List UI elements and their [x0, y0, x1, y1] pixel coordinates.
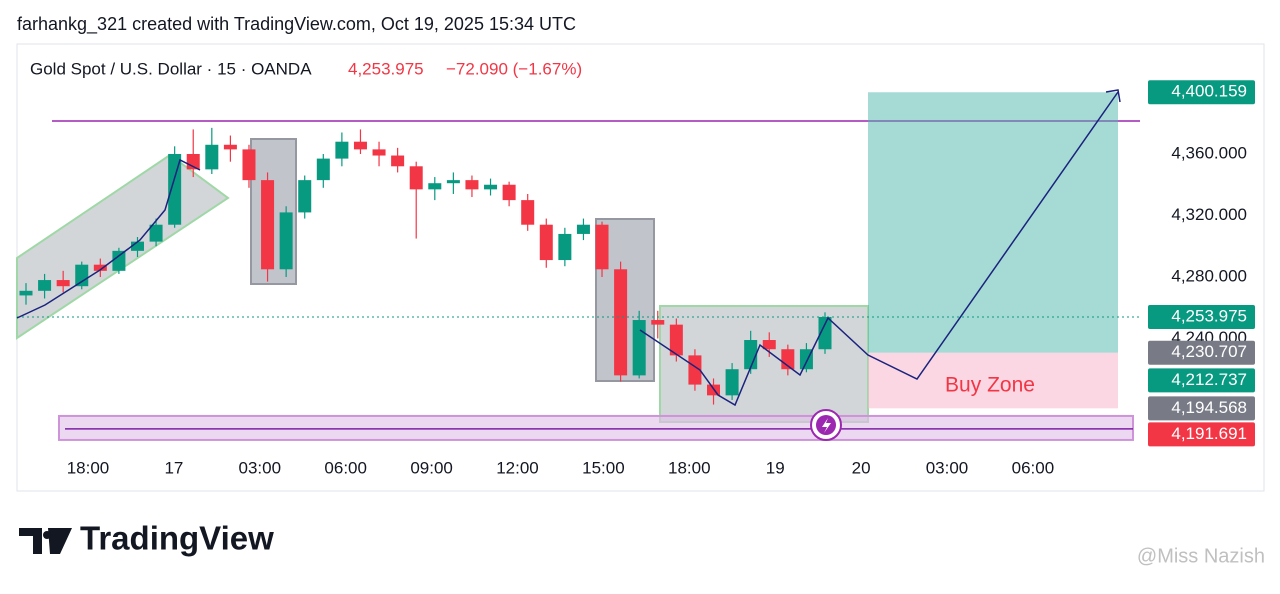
target-zone — [868, 92, 1118, 353]
candle-body — [409, 166, 423, 190]
candle-body — [669, 324, 683, 356]
candle-body — [391, 155, 405, 167]
logo — [19, 528, 72, 554]
candle-body — [130, 241, 144, 251]
candle-body — [38, 280, 52, 291]
candle-body — [335, 141, 349, 159]
x-tick-label: 20 — [852, 458, 871, 477]
candle-body — [762, 340, 776, 350]
candle-body — [149, 224, 163, 242]
candle-body — [261, 180, 275, 270]
candle-body — [205, 144, 219, 170]
candle-body — [298, 180, 312, 213]
candle-body — [168, 153, 182, 225]
candle-body — [93, 264, 107, 271]
candle-body — [112, 250, 126, 271]
price-label: 4,400.159 — [1171, 82, 1247, 101]
y-tick-label: 4,280.000 — [1171, 266, 1247, 285]
price-label: 4,230.707 — [1171, 342, 1247, 361]
candle-body — [744, 340, 758, 370]
price-label-box — [1148, 396, 1255, 421]
last-price: 4,253.975 — [348, 59, 424, 78]
candle-body — [316, 158, 330, 181]
candle-body — [446, 180, 460, 184]
candle-body — [725, 369, 739, 396]
price-label-box — [1148, 80, 1255, 105]
candle-body — [372, 149, 386, 156]
candle-body — [19, 290, 33, 296]
candle-body — [279, 212, 293, 270]
path — [639, 91, 1119, 407]
x-tick-label: 03:00 — [239, 458, 282, 477]
candle-body — [558, 233, 572, 261]
candle-body — [632, 320, 646, 376]
y-tick-label: 4,320.000 — [1171, 205, 1247, 224]
candle-body — [223, 144, 237, 150]
candle-body — [56, 280, 70, 287]
x-tick-label: 18:00 — [668, 458, 711, 477]
candle-body — [465, 180, 479, 190]
candle-body — [521, 200, 535, 225]
stop-zone — [868, 352, 1118, 409]
candle-body — [502, 184, 516, 201]
candle-body — [242, 149, 256, 181]
header: farhankg_321 created with TradingView.co… — [17, 14, 576, 35]
price-label-box — [1148, 340, 1255, 365]
candle-body — [75, 264, 89, 287]
plot-layer — [17, 92, 1140, 441]
price-label: 4,212.737 — [1171, 370, 1247, 389]
price-label-box — [1148, 304, 1255, 329]
support-zone — [58, 414, 1134, 441]
price-label-box — [1148, 368, 1255, 393]
candle-body — [576, 224, 590, 234]
candle-body — [353, 141, 367, 150]
x-tick-label: 15:00 — [582, 458, 625, 477]
price-label: 4,191.691 — [1171, 424, 1247, 443]
x-tick-label: 12:00 — [496, 458, 539, 477]
x-tick-label: 06:00 — [1012, 458, 1055, 477]
brand: TradingView — [80, 520, 274, 557]
event-icon — [822, 418, 831, 433]
x-tick-label: 17 — [164, 458, 183, 477]
x-tick-label: 03:00 — [926, 458, 969, 477]
channel — [16, 153, 230, 340]
candle-body — [614, 269, 628, 376]
change: −72.090 (−1.67%) — [446, 59, 582, 78]
price-label-box — [1148, 422, 1255, 447]
x-tick-label: 19 — [766, 458, 785, 477]
path — [16, 158, 201, 319]
candle-body — [539, 224, 553, 261]
candle-body — [595, 224, 609, 270]
x-tick-label: 06:00 — [324, 458, 367, 477]
price-label: 4,194.568 — [1171, 398, 1247, 417]
candle-body — [818, 316, 832, 350]
x-tick-label: 18:00 — [67, 458, 110, 477]
candle-body — [688, 355, 702, 385]
candle-body — [484, 184, 498, 190]
x-tick-label: 09:00 — [410, 458, 453, 477]
symbol: Gold Spot / U.S. Dollar · 15 · OANDA — [30, 59, 312, 78]
zone-label: Buy Zone — [945, 374, 1035, 397]
candle-body — [651, 320, 665, 325]
watermark: @Miss Nazish — [1137, 545, 1265, 567]
candle-body — [428, 183, 442, 190]
y-tick-label: 4,360.000 — [1171, 143, 1247, 162]
arrow-head — [1105, 89, 1121, 103]
price-label: 4,253.975 — [1171, 306, 1247, 325]
